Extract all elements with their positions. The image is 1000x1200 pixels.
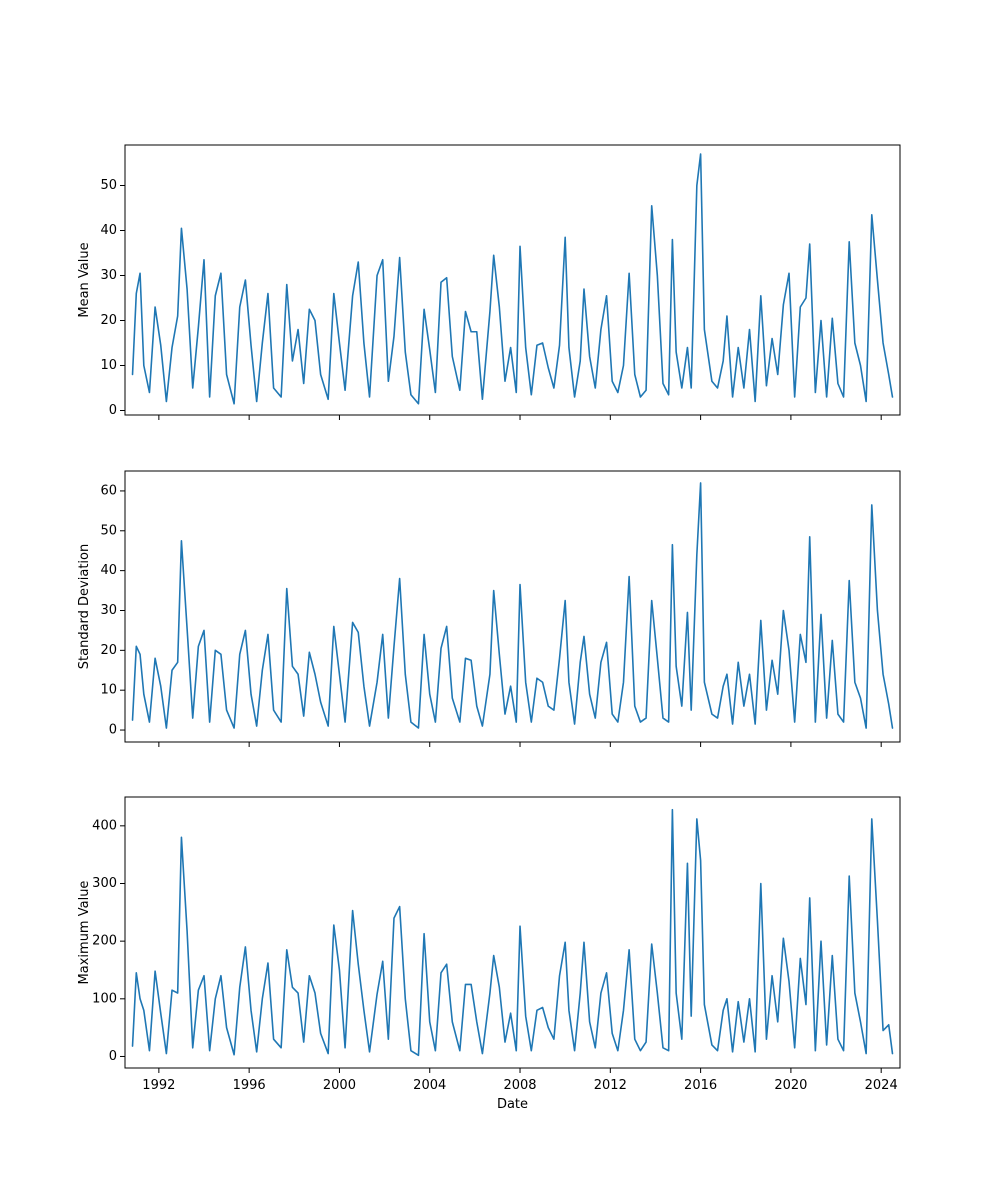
standard-deviation-ytick-label: 60 [100,483,117,498]
maximum-value-xtick-label: 2000 [323,1078,356,1093]
standard-deviation-axes-frame [124,470,901,743]
standard-deviation-ytick-label: 10 [100,683,117,698]
standard-deviation-plot-area: 0 10 20 30 40 50 60 [100,470,901,747]
mean-value-ylabel: Mean Value [77,242,92,317]
maximum-value-plot-area: 0 100 200 300 400 1992 1996 2000 2004 2008 2012 201… [92,796,901,1093]
standard-deviation-ytick-label: 30 [100,603,117,618]
maximum-value-ytick-label: 100 [92,991,117,1006]
maximum-value-xtick-label: 2012 [594,1078,627,1093]
standard-deviation-ytick-label: 40 [100,563,117,578]
mean-value-ytick-label: 20 [100,313,117,328]
maximum-value-xtick-label: 2004 [413,1078,446,1093]
standard-deviation-ytick-label: 20 [100,643,117,658]
mean-value-ytick-label: 30 [100,268,117,283]
maximum-value-series-line-0 [131,808,894,1057]
maximum-value-xtick-label: 1996 [233,1078,266,1093]
mean-value-panel: 0 10 20 30 40 50 Mean Value [77,144,901,420]
standard-deviation-ytick-label: 50 [100,523,117,538]
mean-value-ytick-label: 40 [100,223,117,238]
mean-value-series-line-0 [131,153,894,405]
maximum-value-ytick-label: 400 [92,818,117,833]
maximum-value-xtick-label: 1992 [142,1078,175,1093]
maximum-value-ylabel: Maximum Value [77,881,92,985]
maximum-value-xtick-label: 2024 [865,1078,898,1093]
maximum-value-ytick-label: 300 [92,876,117,891]
maximum-value-xtick-label: 2020 [774,1078,807,1093]
maximum-value-xtick-label: 2016 [684,1078,717,1093]
maximum-value-xtick-label: 2008 [503,1078,536,1093]
maximum-value-panel: 0 100 200 300 400 1992 1996 2000 2004 2008 2012 201… [77,796,901,1112]
mean-value-ytick-label: 0 [109,403,117,418]
mean-value-ytick-label: 50 [100,178,117,193]
maximum-value-axes-frame [124,796,901,1069]
standard-deviation-ytick-label: 0 [109,723,117,738]
maximum-value-ytick-label: 0 [109,1049,117,1064]
mean-value-ytick-label: 10 [100,358,117,373]
standard-deviation-ylabel: Standard Deviation [77,544,92,669]
maximum-value-ytick-label: 200 [92,934,117,949]
maximum-value-xlabel: Date [497,1097,528,1112]
standard-deviation-panel: 0 10 20 30 40 50 60 Standard Deviation [77,470,901,747]
mean-value-axes-frame [124,144,901,416]
mean-value-plot-area: 0 10 20 30 40 50 [100,144,901,420]
standard-deviation-series-line-0 [131,482,894,729]
